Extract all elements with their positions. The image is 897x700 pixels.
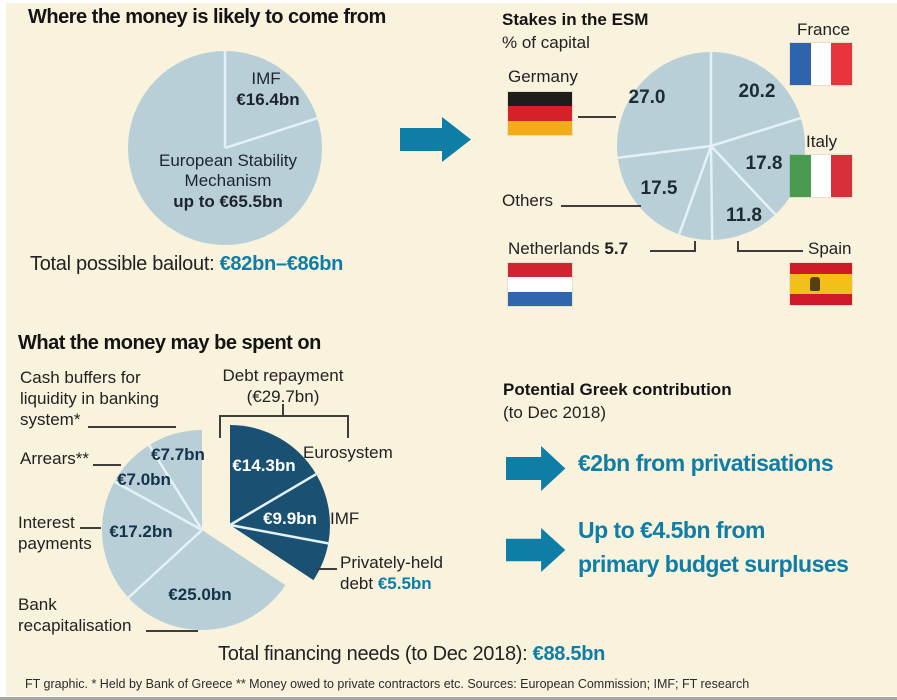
- netherlands-share: 5.7: [604, 239, 629, 258]
- esm-slice-value: up to €65.5bn: [173, 192, 283, 211]
- netherlands-label: Netherlands 5.7: [508, 239, 629, 258]
- arrow-right-icon: [400, 117, 471, 162]
- italy-flag: [790, 155, 853, 197]
- contribution-item-2-line-1: Up to €4.5bn from: [578, 517, 766, 543]
- italy-share: 17.8: [745, 153, 783, 174]
- arrears-leader-line: [93, 464, 121, 466]
- spain-flag: [790, 263, 852, 305]
- private-debt-label: Privately-held debt €5.5bn: [340, 553, 443, 593]
- spain-label: Spain: [808, 239, 852, 258]
- germany-label: Germany: [508, 67, 578, 86]
- france-flag: [790, 43, 853, 85]
- others-share: 17.5: [640, 178, 678, 199]
- esm-subtitle: % of capital: [502, 33, 590, 52]
- imf-spend-value: €9.9bn: [263, 509, 317, 528]
- debt-bracket-stem: [282, 404, 284, 416]
- netherlands-leader-tick: [694, 241, 696, 252]
- total-financing-label: Total financing needs (to Dec 2018):: [218, 643, 533, 665]
- esm-slice-label-2: Mechanism: [184, 171, 272, 190]
- spain-leader-line: [737, 250, 803, 252]
- private-debt-value: €5.5bn: [377, 574, 432, 593]
- cash-buffers-leader-line: [88, 426, 176, 428]
- sources-title: Where the money is likely to come from: [28, 6, 386, 28]
- germany-leader-line: [578, 116, 616, 118]
- spain-share: 11.8: [726, 205, 762, 226]
- spending-pie: [101, 425, 330, 630]
- total-bailout-value: €82bn–€86bn: [219, 253, 344, 275]
- contribution-item-2-line-2: primary budget surpluses: [578, 551, 849, 577]
- bank-recap-leader-line: [146, 630, 198, 632]
- arrow-right-icon: [506, 527, 566, 573]
- spain-leader-tick: [737, 241, 739, 252]
- imf-slice-value: €16.4bn: [236, 90, 300, 109]
- contribution-subtitle: (to Dec 2018): [503, 403, 606, 422]
- total-bailout: Total possible bailout: €82bn–€86bn: [30, 253, 343, 276]
- arrears-value: €7.0bn: [117, 470, 171, 489]
- esm-title: Stakes in the ESM: [502, 10, 649, 29]
- total-bailout-label: Total possible bailout:: [30, 253, 220, 275]
- bank-recap-value: €25.0bn: [168, 585, 232, 604]
- others-label: Others: [502, 191, 554, 210]
- footer-note: FT graphic. * Held by Bank of Greece ** …: [25, 677, 750, 691]
- interest-leader-line: [80, 527, 101, 529]
- netherlands-leader-line: [650, 250, 696, 252]
- france-share: 20.2: [738, 81, 776, 102]
- italy-label: Italy: [806, 132, 838, 151]
- cash-buffers-value: €7.7bn: [151, 445, 205, 464]
- debt-repayment-bracket: [219, 415, 349, 438]
- total-financing-value: €88.5bn: [532, 643, 606, 665]
- cash-buffers-label: Cash buffers for liquidity in banking sy…: [20, 368, 159, 429]
- spending-title: What the money may be spent on: [18, 332, 321, 354]
- others-leader-line: [561, 205, 641, 207]
- contribution-item-1: €2bn from privatisations: [578, 450, 834, 476]
- bank-recap-label: Bank recapitalisation: [18, 595, 132, 635]
- interest-value: €17.2bn: [109, 522, 173, 541]
- esm-slice-label-1: European Stability: [159, 151, 297, 170]
- imf-spend-label: IMF: [330, 509, 360, 528]
- imf-slice-label: IMF: [251, 69, 281, 88]
- debt-repayment-label-2: (€29.7bn): [246, 387, 320, 406]
- bottom-rule: [0, 697, 897, 700]
- germany-share: 27.0: [628, 87, 666, 108]
- interest-label: Interest payments: [18, 513, 92, 553]
- spain-emblem: [810, 277, 820, 291]
- total-financing: Total financing needs (to Dec 2018): €88…: [218, 643, 605, 666]
- netherlands-flag: [508, 263, 572, 306]
- arrow-right-icon: [506, 446, 566, 491]
- france-label: France: [797, 20, 850, 39]
- eurosystem-value: €14.3bn: [232, 456, 296, 475]
- contribution-title: Potential Greek contribution: [503, 380, 732, 399]
- eurosystem-label: Eurosystem: [303, 443, 393, 462]
- esm-pie: [617, 52, 805, 241]
- arrears-label: Arrears**: [20, 449, 89, 468]
- sources-pie: [128, 51, 322, 245]
- private-debt-leader-line: [316, 568, 337, 570]
- germany-flag: [508, 92, 572, 135]
- debt-repayment-label-1: Debt repayment: [222, 366, 344, 385]
